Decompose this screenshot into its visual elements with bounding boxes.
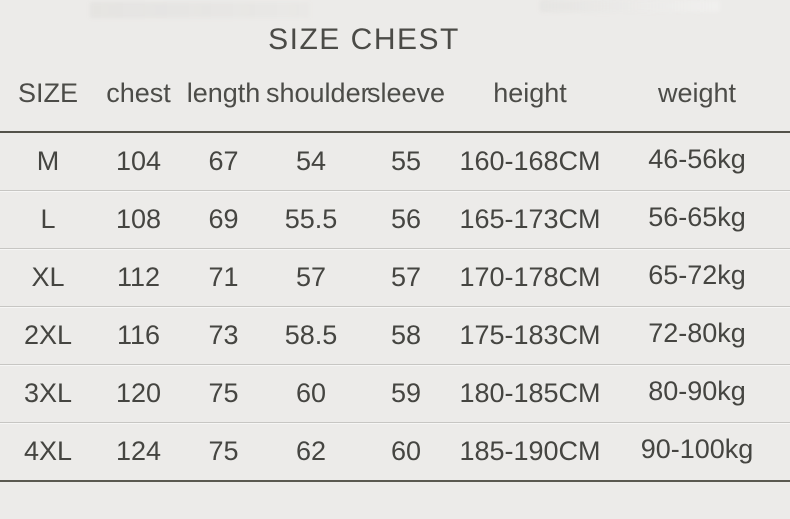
- cell-length: 75: [208, 378, 239, 408]
- cell-chest: 112: [116, 262, 161, 292]
- cell-size: 4XL: [23, 436, 73, 466]
- cell-height: 175-183CM: [459, 320, 601, 350]
- column-header-length: length: [181, 56, 266, 133]
- cell-height: 170-178CM: [459, 262, 601, 292]
- column-header-shoulder: shoulder: [266, 56, 370, 133]
- table-row: M 104 67 54 55 160-168CM 46-56kg: [0, 132, 790, 191]
- cell-chest: 108: [115, 204, 162, 234]
- table-header-row: SIZE chest length shoulder sleeve height…: [0, 56, 790, 133]
- size-table: SIZE chest length shoulder sleeve height…: [0, 56, 790, 482]
- cell-size: 3XL: [23, 378, 73, 408]
- cell-sleeve: 59: [390, 378, 422, 408]
- cell-height: 180-185CM: [459, 378, 601, 408]
- cell-size: M: [36, 146, 60, 176]
- cell-sleeve: 60: [390, 436, 422, 466]
- column-header-weight: weight: [604, 56, 790, 133]
- column-header-height: height: [456, 56, 604, 133]
- cell-weight: 46-56kg: [648, 144, 746, 174]
- table-row: 2XL 116 73 58.5 58 175-183CM 72-80kg: [0, 307, 790, 365]
- cell-size: L: [40, 204, 56, 234]
- table-row: L 108 69 55.5 56 165-173CM 56-65kg: [0, 191, 790, 249]
- cell-length: 67: [208, 146, 239, 176]
- cell-chest: 104: [115, 146, 162, 176]
- cell-sleeve: 56: [390, 204, 422, 234]
- cell-shoulder: 57: [295, 262, 327, 292]
- cell-shoulder: 54: [295, 146, 327, 176]
- cell-length: 71: [208, 262, 239, 292]
- cell-shoulder: 60: [295, 378, 327, 408]
- cell-size: XL: [31, 262, 65, 292]
- cell-sleeve: 57: [390, 262, 422, 292]
- cell-chest: 116: [116, 320, 161, 350]
- table-row: 3XL 120 75 60 59 180-185CM 80-90kg: [0, 365, 790, 423]
- cell-sleeve: 55: [390, 146, 422, 176]
- column-header-size: SIZE: [0, 56, 96, 133]
- table-row: XL 112 71 57 57 170-178CM 65-72kg: [0, 249, 790, 307]
- cell-height: 165-173CM: [459, 204, 601, 234]
- cell-shoulder: 62: [295, 436, 327, 466]
- cell-chest: 120: [115, 378, 162, 408]
- cell-height: 160-168CM: [459, 146, 601, 176]
- cell-weight: 72-80kg: [648, 318, 746, 348]
- column-header-chest: chest: [96, 56, 181, 133]
- column-header-sleeve: sleeve: [356, 56, 456, 133]
- cell-length: 75: [208, 436, 239, 466]
- table-row: 4XL 124 75 62 60 185-190CM 90-100kg: [0, 423, 790, 481]
- cell-weight: 56-65kg: [648, 202, 746, 232]
- cell-weight: 65-72kg: [648, 260, 746, 290]
- chart-title: SIZE CHEST: [268, 23, 460, 56]
- cell-weight: 90-100kg: [640, 434, 754, 464]
- cell-size: 2XL: [23, 320, 73, 350]
- cell-height: 185-190CM: [459, 436, 601, 466]
- cell-shoulder: 55.5: [284, 204, 338, 234]
- cell-shoulder: 58.5: [284, 320, 338, 350]
- cell-sleeve: 58: [390, 320, 422, 350]
- cell-chest: 124: [115, 436, 162, 466]
- cell-weight: 80-90kg: [648, 376, 746, 406]
- cell-length: 69: [208, 204, 239, 234]
- cell-length: 73: [208, 320, 239, 350]
